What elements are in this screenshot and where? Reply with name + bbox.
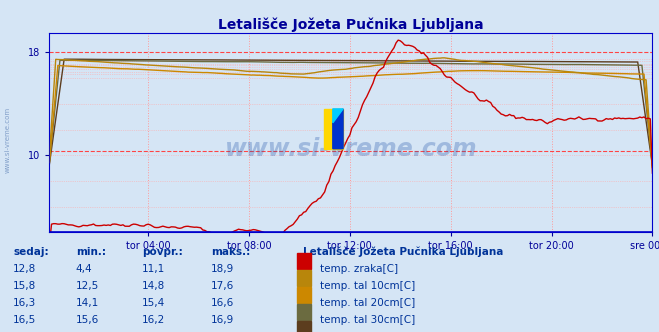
Text: temp. tal 10cm[C]: temp. tal 10cm[C] (320, 281, 415, 291)
Text: www.si-vreme.com: www.si-vreme.com (5, 106, 11, 173)
Bar (297, 287, 311, 303)
Text: www.si-vreme.com: www.si-vreme.com (225, 137, 477, 161)
Bar (297, 303, 311, 320)
Text: 18,9: 18,9 (211, 264, 234, 274)
Text: 15,6: 15,6 (76, 315, 99, 325)
Text: maks.:: maks.: (211, 247, 250, 257)
Text: 14,1: 14,1 (76, 298, 99, 308)
Bar (297, 253, 311, 269)
Text: 15,8: 15,8 (13, 281, 36, 291)
Text: 14,8: 14,8 (142, 281, 165, 291)
Text: 12,5: 12,5 (76, 281, 99, 291)
Text: 16,5: 16,5 (13, 315, 36, 325)
Polygon shape (333, 109, 343, 149)
Text: temp. tal 20cm[C]: temp. tal 20cm[C] (320, 298, 415, 308)
Text: sedaj:: sedaj: (13, 247, 49, 257)
Text: min.:: min.: (76, 247, 106, 257)
Text: 12,8: 12,8 (13, 264, 36, 274)
Text: 4,4: 4,4 (76, 264, 92, 274)
Text: 16,2: 16,2 (142, 315, 165, 325)
Text: 16,3: 16,3 (13, 298, 36, 308)
Text: temp. zraka[C]: temp. zraka[C] (320, 264, 398, 274)
Text: temp. tal 30cm[C]: temp. tal 30cm[C] (320, 315, 415, 325)
Polygon shape (333, 109, 343, 123)
Text: 11,1: 11,1 (142, 264, 165, 274)
Text: 16,9: 16,9 (211, 315, 234, 325)
Text: 17,6: 17,6 (211, 281, 234, 291)
Title: Letališče Jožeta Pučnika Ljubljana: Letališče Jožeta Pučnika Ljubljana (218, 18, 484, 32)
Bar (297, 270, 311, 286)
Text: 16,6: 16,6 (211, 298, 234, 308)
Bar (324, 109, 343, 149)
Text: Letališče Jožeta Pučnika Ljubljana: Letališče Jožeta Pučnika Ljubljana (303, 247, 503, 257)
Text: 15,4: 15,4 (142, 298, 165, 308)
Text: povpr.:: povpr.: (142, 247, 183, 257)
Bar (297, 321, 311, 332)
